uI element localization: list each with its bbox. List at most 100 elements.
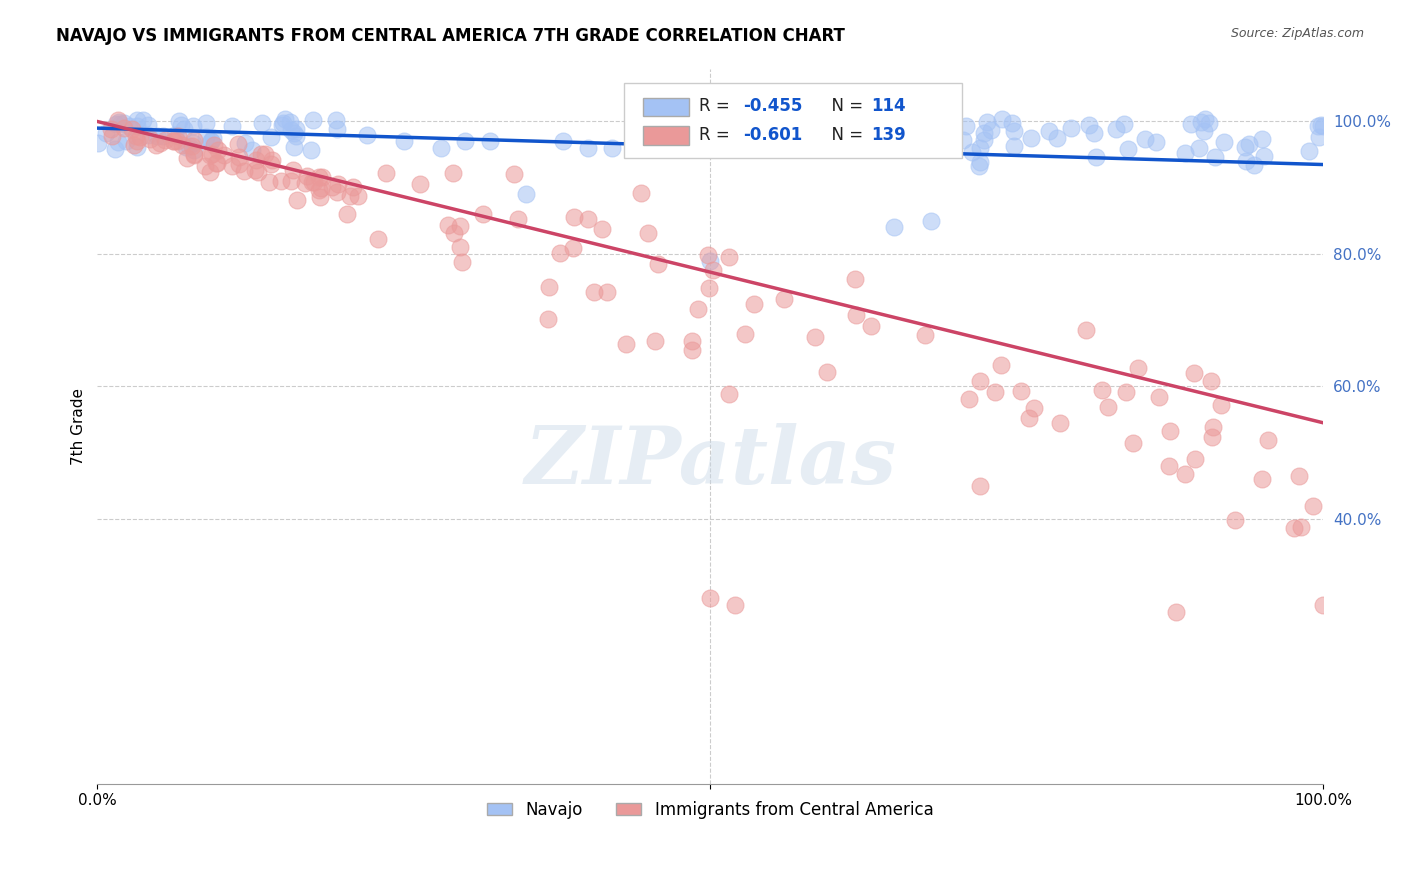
Point <box>132 112 155 127</box>
Point <box>1234 154 1257 169</box>
Point <box>681 334 703 348</box>
Point <box>976 115 998 129</box>
Point <box>302 175 325 189</box>
Point <box>1046 130 1069 145</box>
Point <box>136 118 159 132</box>
Point <box>1213 136 1236 150</box>
Point <box>125 129 148 144</box>
Point <box>294 176 316 190</box>
Point <box>478 134 501 148</box>
Point <box>260 157 283 171</box>
Point <box>717 251 740 265</box>
Point <box>508 212 530 227</box>
Point <box>163 135 186 149</box>
Point <box>243 163 266 178</box>
Point <box>295 169 318 183</box>
Point <box>1282 520 1305 534</box>
Point <box>165 128 187 142</box>
Point <box>576 212 599 227</box>
Point <box>250 116 273 130</box>
Point <box>153 133 176 147</box>
Point <box>1083 126 1105 140</box>
Point <box>1018 411 1040 425</box>
Point <box>761 134 783 148</box>
Point <box>325 185 347 199</box>
Point <box>846 141 869 155</box>
Point <box>121 122 143 136</box>
Point <box>139 132 162 146</box>
Point <box>104 117 127 131</box>
Point <box>308 169 330 184</box>
Point <box>374 166 396 180</box>
Point <box>443 226 465 240</box>
Text: N =: N = <box>821 97 868 115</box>
Point <box>1257 433 1279 447</box>
Point <box>449 219 471 233</box>
Point <box>194 116 217 130</box>
Point <box>409 177 432 191</box>
Point <box>101 128 124 143</box>
Point <box>183 148 205 162</box>
Point <box>100 122 122 136</box>
Point <box>347 189 370 203</box>
Point <box>1308 120 1330 134</box>
Point <box>308 190 330 204</box>
Point <box>436 218 458 232</box>
Point <box>254 147 277 161</box>
Point <box>699 591 721 606</box>
Point <box>844 272 866 286</box>
Point <box>952 133 974 147</box>
Point <box>301 176 323 190</box>
Point <box>336 207 359 221</box>
Point <box>1002 124 1025 138</box>
Point <box>773 293 796 307</box>
Point <box>136 128 159 142</box>
Point <box>969 154 991 169</box>
Point <box>973 132 995 146</box>
Point <box>114 134 136 148</box>
Point <box>172 138 194 153</box>
Point <box>429 141 451 155</box>
Point <box>724 598 747 612</box>
Point <box>576 141 599 155</box>
Point <box>1309 118 1331 132</box>
Point <box>969 159 991 173</box>
Point <box>980 123 1002 137</box>
Point <box>973 127 995 141</box>
Point <box>145 138 167 153</box>
Point <box>250 147 273 161</box>
Point <box>699 253 721 268</box>
Point <box>104 142 127 156</box>
Point <box>280 123 302 137</box>
Point <box>202 131 225 145</box>
Point <box>205 156 228 170</box>
Point <box>262 153 284 168</box>
Point <box>309 181 332 195</box>
Point <box>1180 117 1202 131</box>
Text: R =: R = <box>699 126 735 144</box>
Point <box>274 112 297 127</box>
Point <box>1302 499 1324 513</box>
Point <box>339 189 361 203</box>
Text: 114: 114 <box>870 97 905 115</box>
Point <box>194 159 217 173</box>
Point <box>107 135 129 149</box>
Point <box>990 359 1012 373</box>
Point <box>1166 605 1188 619</box>
Point <box>1291 520 1313 534</box>
Text: Source: ZipAtlas.com: Source: ZipAtlas.com <box>1230 27 1364 40</box>
Point <box>183 147 205 161</box>
Point <box>1250 132 1272 146</box>
Point <box>177 139 200 153</box>
Point <box>228 149 250 163</box>
Point <box>742 297 765 311</box>
Point <box>1116 142 1139 156</box>
Point <box>128 130 150 145</box>
Point <box>960 145 983 160</box>
Point <box>1115 385 1137 400</box>
Point <box>1194 112 1216 126</box>
Point <box>1253 149 1275 163</box>
Point <box>271 118 294 132</box>
Point <box>1076 323 1098 337</box>
Point <box>108 117 131 131</box>
